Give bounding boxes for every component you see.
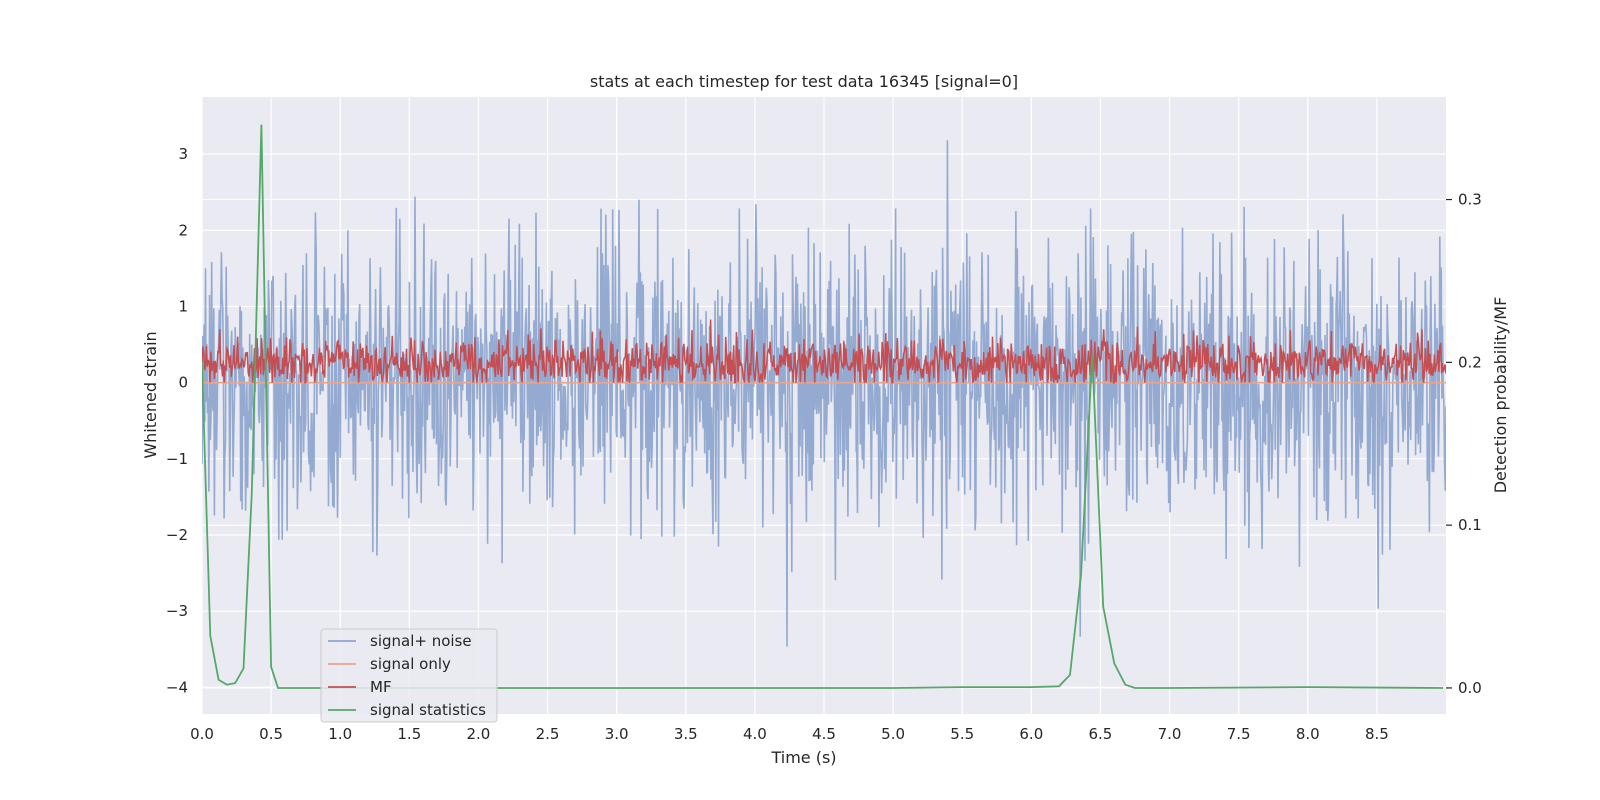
y-tick-label: −1 <box>166 450 188 468</box>
y-right-axis-label: Detection probability/MF <box>1491 297 1510 494</box>
legend-label-mf: MF <box>370 678 392 696</box>
series-layer <box>202 124 1446 689</box>
legend-label-signal-only: signal only <box>370 655 451 673</box>
x-tick-label: 5.0 <box>881 725 905 743</box>
legend: signal+ noise signal only MF signal stat… <box>320 628 498 723</box>
x-tick-label: 2.5 <box>536 725 560 743</box>
x-axis-ticks: 0.0 0.5 1.0 1.5 2.0 2.5 3.0 3.5 4.0 4.5 5.0 5.5 6.0 6… <box>190 725 1389 743</box>
x-tick-label: 4.5 <box>812 725 836 743</box>
y-right-tick-label: 0.0 <box>1458 679 1482 697</box>
series-line-signal-statistics <box>202 124 1444 689</box>
x-tick-label: 6.0 <box>1019 725 1043 743</box>
series-line-mf <box>202 319 1446 384</box>
x-tick-label: 7.0 <box>1158 725 1182 743</box>
y-tick-label: −2 <box>166 526 188 544</box>
y-right-axis-ticks: 0.0 0.1 0.2 0.3 <box>1446 191 1482 697</box>
series-line-signal-noise <box>202 140 1446 647</box>
x-tick-label: 3.5 <box>674 725 698 743</box>
x-tick-label: 7.5 <box>1227 725 1251 743</box>
legend-label-signal-noise: signal+ noise <box>370 632 472 650</box>
x-tick-label: 2.0 <box>467 725 491 743</box>
y-axis-label: Whitened strain <box>141 331 160 458</box>
x-tick-label: 3.0 <box>605 725 629 743</box>
x-tick-label: 4.0 <box>743 725 767 743</box>
y-tick-label: 0 <box>178 374 188 392</box>
x-tick-label: 0.0 <box>190 725 214 743</box>
x-axis-label: Time (s) <box>770 748 836 767</box>
y-axis-ticks: −4 −3 −2 −1 0 1 2 3 <box>166 145 188 696</box>
x-tick-label: 8.0 <box>1296 725 1320 743</box>
x-tick-label: 1.5 <box>397 725 421 743</box>
y-right-tick-label: 0.3 <box>1458 191 1482 209</box>
x-tick-label: 5.5 <box>950 725 974 743</box>
x-tick-label: 1.0 <box>328 725 352 743</box>
series-clip-group <box>202 124 1446 689</box>
x-tick-label: 6.5 <box>1089 725 1113 743</box>
x-tick-label: 0.5 <box>259 725 283 743</box>
y-tick-label: 2 <box>178 221 188 239</box>
y-right-tick-label: 0.2 <box>1458 353 1482 371</box>
y-right-tick-label: 0.1 <box>1458 516 1482 534</box>
chart-title: stats at each timestep for test data 163… <box>590 72 1018 91</box>
y-tick-label: 3 <box>178 145 188 163</box>
plot-area <box>201 97 1446 714</box>
y-tick-label: −3 <box>166 602 188 620</box>
x-tick-label: 8.5 <box>1365 725 1389 743</box>
y-tick-label: −4 <box>166 678 188 696</box>
legend-frame <box>320 628 498 723</box>
legend-label-signal-statistics: signal statistics <box>370 701 486 719</box>
y-tick-label: 1 <box>178 297 188 315</box>
